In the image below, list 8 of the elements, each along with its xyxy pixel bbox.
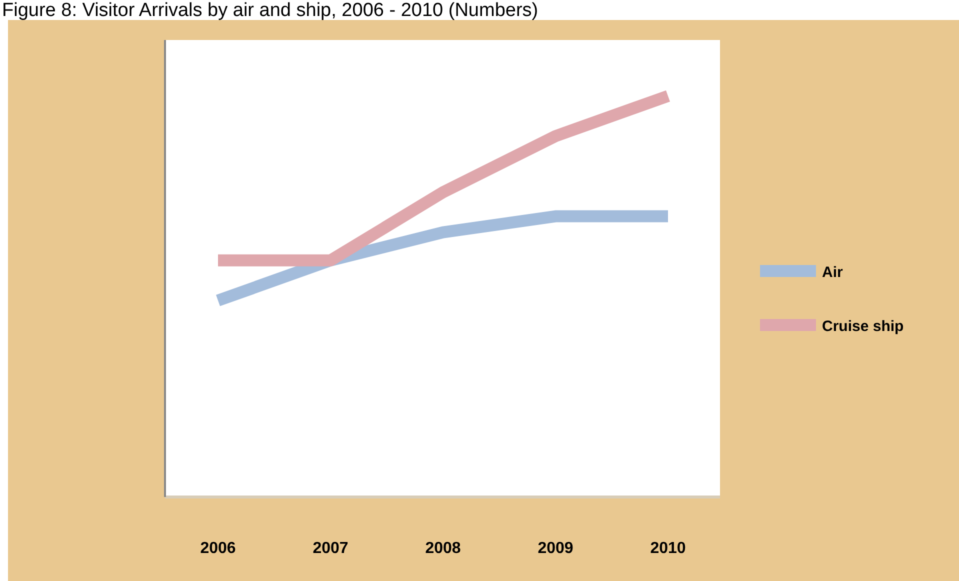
x-tick-label: 2010 [650, 540, 686, 557]
legend-label: Cruise ship [822, 318, 904, 335]
chart-title: Figure 8: Visitor Arrivals by air and ship, 2006 - 2010 (Numbers) [2, 0, 538, 21]
x-tick-label: 2006 [200, 540, 236, 557]
legend-label: Air [822, 264, 843, 281]
x-tick-label: 2009 [538, 540, 574, 557]
x-tick-label: 2007 [312, 540, 348, 557]
x-tick-label: 2008 [425, 540, 461, 557]
